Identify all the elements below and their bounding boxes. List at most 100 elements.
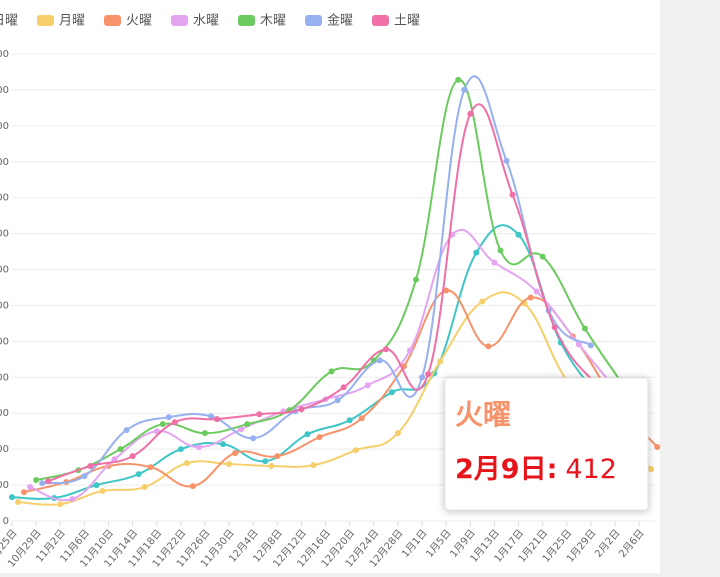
data-point [117,446,124,453]
y-tick-label: 2000 [0,157,9,168]
data-point [256,411,263,418]
data-point [437,358,444,365]
data-point [220,441,227,448]
y-tick-label: 2600 [0,49,9,60]
data-point [244,421,251,428]
legend-label: 日曜 [0,14,18,29]
legend-label: 水曜 [193,14,219,29]
data-point [171,419,178,426]
data-point [491,259,498,266]
data-point [189,483,196,490]
legend-swatch [171,15,188,26]
y-tick-label: 600 [0,408,9,419]
y-tick-label: 1000 [0,336,9,347]
legend-swatch [305,15,322,26]
data-point [346,417,353,424]
data-point [648,466,655,473]
data-point [382,346,389,353]
data-point [376,357,383,364]
data-point [238,426,245,433]
data-point [268,463,275,470]
data-point [515,231,522,238]
y-tick-label: 2200 [0,121,9,132]
series-line [17,291,652,506]
legend-label: 火曜 [126,14,152,29]
data-point [15,498,22,505]
tooltip: 火曜 2月9日: 412 [444,377,649,511]
data-point [232,450,239,457]
data-point [129,453,136,460]
bottom-strip [0,573,660,577]
plot [9,75,661,508]
x-tick-label: 2月6日 [616,527,646,560]
data-point [45,478,52,485]
data-point [328,368,335,375]
data-point [352,447,359,454]
data-point [358,415,365,422]
y-tick-label: 1400 [0,265,9,276]
data-point [153,428,160,435]
legend-swatch [37,15,54,26]
y-tick-label: 2400 [0,85,9,96]
data-point [425,371,432,378]
data-point [310,462,317,469]
tooltip-title: 火曜 [455,398,511,431]
data-point [551,324,558,331]
data-point [467,110,474,117]
data-point [262,458,269,465]
data-point [135,471,142,478]
data-point [39,480,46,487]
data-point [406,347,413,354]
y-tick-label: 200 [0,480,9,491]
legend-label: 土曜 [394,14,420,29]
data-point [177,446,184,453]
legend-swatch [238,15,255,26]
data-point [497,247,504,254]
data-point [461,86,468,93]
data-point [33,477,40,484]
tooltip-label: 2月9日: [455,454,557,485]
y-tick-label: 0 [3,516,9,527]
data-point [147,464,154,471]
data-point [201,430,208,437]
legend-label: 木曜 [260,14,286,29]
data-point [87,463,94,470]
data-point [364,382,371,389]
y-tick-label: 1200 [0,300,9,311]
y-tick-label: 1600 [0,229,9,240]
tooltip-value: 412 [565,454,617,485]
x-tick-label: 1月5日 [424,527,454,560]
data-point [93,482,100,489]
data-point [207,413,214,420]
data-point [455,76,462,83]
data-point [575,341,582,348]
y-tick-label: 800 [0,372,9,383]
data-point [183,460,190,467]
legend-label: 月曜 [59,14,85,29]
data-point [533,288,540,295]
data-point [587,342,594,349]
data-point [527,294,534,301]
data-point [57,501,64,508]
data-point [503,157,510,164]
data-point [485,343,492,350]
data-point [388,389,395,396]
data-point [413,276,420,283]
data-point [214,416,221,423]
legend-label: 金曜 [327,13,353,29]
data-point [316,434,323,441]
data-point [99,488,106,495]
data-point [394,430,401,437]
data-point [226,461,233,468]
x-tick-label: 1月1日 [399,527,429,560]
data-point [9,494,15,501]
data-point [21,489,28,496]
data-point [123,427,130,434]
data-point [27,484,34,491]
data-point [509,191,516,198]
data-point [141,484,148,491]
data-point [81,473,88,480]
data-point [298,406,305,413]
